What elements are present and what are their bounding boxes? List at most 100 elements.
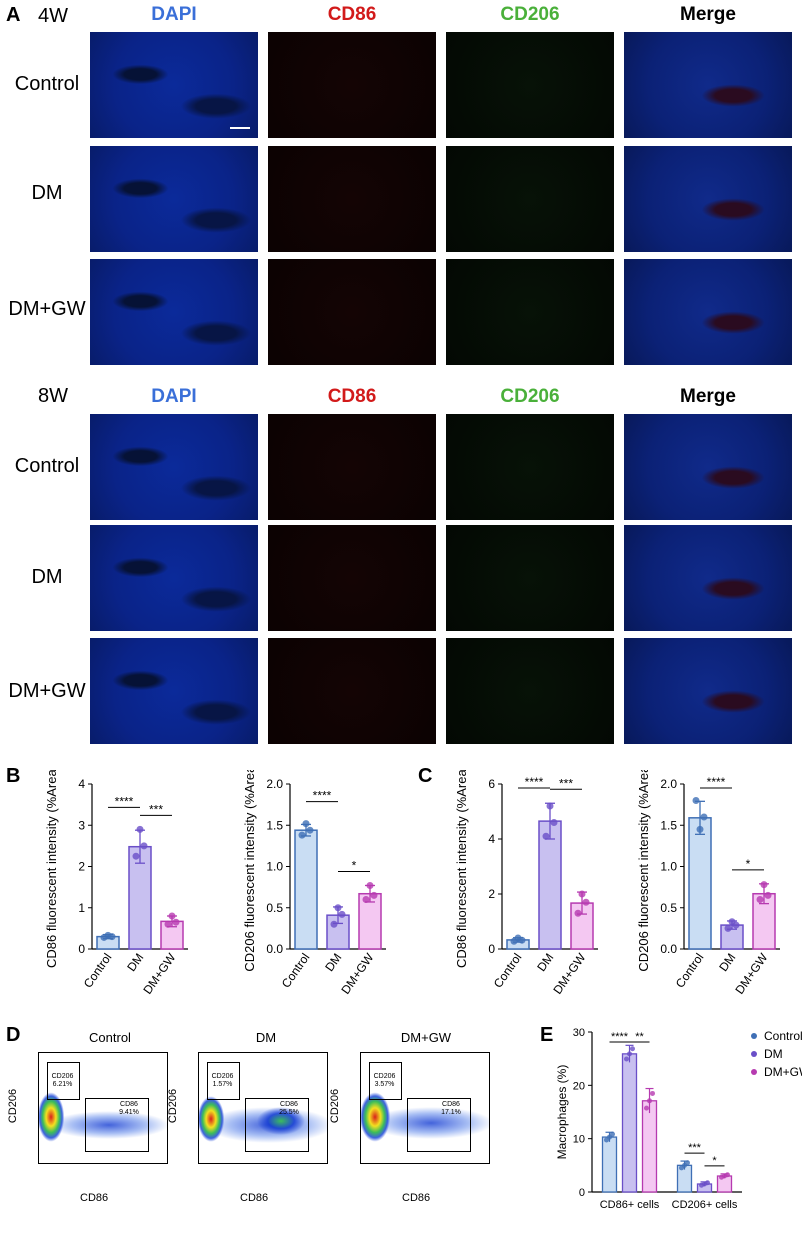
micrograph-8w-control-merge [624, 414, 792, 520]
data-point [136, 825, 144, 833]
significance-label: * [712, 1155, 717, 1167]
data-point [108, 933, 116, 941]
flow-xlabel: CD86 [240, 1192, 269, 1204]
legend-marker [751, 1033, 757, 1039]
micrograph-4w-dmgw-merge [624, 259, 792, 365]
gate-label-cd86: CD86 9.41% [119, 1101, 139, 1116]
data-point [546, 802, 554, 810]
significance-label: *** [559, 776, 573, 790]
gate-label-cd206: CD206 6.21% [51, 1073, 74, 1088]
data-point [140, 842, 148, 850]
gate-label-cd86: CD86 17.1% [441, 1101, 461, 1116]
row-label-dm-gw: DM+GW [8, 298, 86, 320]
y-tick-label: 6 [488, 777, 495, 791]
data-point [756, 896, 764, 903]
y-tick-label: 0 [488, 942, 495, 956]
significance-label: *** [688, 1142, 702, 1154]
y-tick-label: 1.5 [266, 818, 283, 832]
panel-letter-a: A [6, 4, 21, 26]
chart-b-cd86: 0 1 2 3 4 CD86 fluorescent intensity (%Area) C… [44, 770, 188, 997]
y-tick-label: 4 [78, 777, 85, 791]
bar [688, 817, 712, 950]
col-header-cd86: CD86 [327, 4, 377, 25]
data-point [705, 1180, 710, 1186]
data-point [302, 820, 310, 828]
bar [601, 1136, 618, 1193]
data-point [132, 852, 140, 860]
data-point [298, 831, 306, 839]
x-tick-label: DM [322, 951, 344, 974]
micrograph-8w-dm-dapi [90, 525, 258, 631]
y-tick-label: 10 [573, 1134, 585, 1146]
micrograph-8w-dm-merge [624, 525, 792, 631]
col-header-cd86: CD86 [327, 386, 377, 407]
y-tick-label: 0 [579, 1187, 585, 1199]
micrograph-8w-dmgw-dapi [90, 638, 258, 744]
micrograph-4w-dm-dapi [90, 146, 258, 252]
gate-cd86 [85, 1098, 149, 1152]
data-point [370, 891, 378, 899]
flow-plot-control: CD206 6.21% CD86 9.41% [38, 1052, 168, 1164]
bar [538, 820, 562, 950]
x-tick-label: Control [279, 951, 313, 991]
x-tick-label: Control [81, 951, 115, 991]
x-tick-label: DM+GW [550, 950, 588, 997]
data-point [172, 918, 180, 926]
micrograph-4w-control-cd86 [268, 32, 436, 138]
y-tick-label: 1.0 [660, 860, 677, 874]
data-point [760, 881, 768, 889]
flow-ylabel: CD206 [167, 1088, 180, 1124]
gate-label-cd86: CD86 25.5% [279, 1101, 299, 1116]
gate-cd86 [245, 1098, 309, 1152]
x-tick-label: DM [534, 951, 556, 974]
data-point [366, 881, 374, 889]
significance-label: * [746, 857, 751, 871]
legend-marker [751, 1069, 757, 1075]
data-point [578, 890, 586, 898]
week-label-8w: 8W [38, 385, 68, 407]
data-point [630, 1046, 635, 1052]
y-tick-label: 2 [488, 887, 495, 901]
y-axis-label: CD206 fluorescent intensity (%Area) [636, 770, 651, 972]
bar [621, 1053, 638, 1193]
micrograph-8w-dmgw-cd206 [446, 638, 614, 744]
y-tick-label: 2.0 [660, 777, 677, 791]
data-point [334, 904, 342, 912]
x-tick-label: DM [124, 951, 146, 974]
y-tick-label: 3 [78, 818, 85, 832]
gate-cd86 [407, 1098, 471, 1152]
gate-cd206 [207, 1062, 240, 1100]
significance-label: **** [525, 775, 544, 789]
data-point [168, 912, 176, 920]
data-point [764, 891, 772, 899]
significance-label: **** [611, 1031, 629, 1043]
col-header-dapi: DAPI [151, 386, 197, 407]
bar [294, 829, 318, 950]
micrograph-4w-dm-merge [624, 146, 792, 252]
micrograph-4w-control-dapi [90, 32, 258, 138]
y-tick-label: 1.0 [266, 860, 283, 874]
significance-label: **** [313, 789, 332, 803]
micrograph-8w-control-cd86 [268, 414, 436, 520]
week-label-4w: 4W [38, 5, 68, 27]
x-tick-label: CD206+ cells [672, 1199, 738, 1211]
chart-c-cd206: 0.0 0.5 1.0 1.5 2.0 CD206 fluorescent intensi… [636, 770, 780, 997]
col-header-merge: Merge [680, 386, 736, 407]
micrograph-8w-dmgw-cd86 [268, 638, 436, 744]
data-point [306, 826, 314, 834]
flow-title-dm: DM [255, 1030, 277, 1045]
y-tick-label: 0 [78, 942, 85, 956]
panel-letter-b: B [6, 765, 21, 787]
y-tick-label: 4 [488, 832, 495, 846]
micrograph-4w-dmgw-cd86 [268, 259, 436, 365]
panel-letter-d: D [6, 1024, 21, 1046]
data-point [330, 920, 338, 928]
y-tick-label: 2 [78, 860, 85, 874]
data-point [732, 921, 740, 929]
x-tick-label: CD86+ cells [600, 1199, 660, 1211]
flow-title-control: Control [89, 1030, 131, 1045]
data-point [650, 1090, 655, 1096]
chart-c-cd86: 0 2 4 6 CD86 fluorescent intensity (%Area) Co… [454, 770, 598, 997]
data-point [610, 1131, 615, 1137]
legend-marker [751, 1051, 757, 1057]
